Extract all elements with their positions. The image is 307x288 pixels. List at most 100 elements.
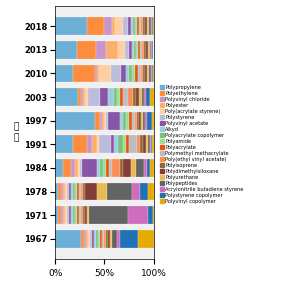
Bar [83,183,85,200]
Bar [63,183,65,200]
Bar [63,159,72,177]
Bar [128,206,148,224]
Bar [135,17,137,35]
Bar [69,183,71,200]
Bar [114,88,117,106]
Bar [65,206,67,224]
Bar [133,88,136,106]
Bar [55,65,73,82]
Bar [100,159,103,177]
Bar [150,88,154,106]
Bar [88,88,100,106]
Bar [73,183,75,200]
Bar [83,206,85,224]
Bar [132,65,135,82]
Bar [89,206,128,224]
Bar [96,41,106,59]
Bar [138,230,154,248]
Bar [132,183,141,200]
Bar [106,159,109,177]
Bar [118,41,125,59]
Bar [150,135,152,153]
Bar [107,183,132,200]
Bar [85,88,88,106]
Bar [78,159,80,177]
Bar [141,65,142,82]
Bar [108,112,120,130]
Bar [61,183,63,200]
Bar [149,183,154,200]
Bar [126,112,130,130]
Bar [126,65,129,82]
Bar [104,230,106,248]
Bar [61,206,63,224]
Bar [144,88,146,106]
Bar [146,41,148,59]
Bar [103,159,106,177]
Bar [123,17,128,35]
Bar [129,65,132,82]
Bar [149,65,150,82]
Bar [106,41,118,59]
Bar [55,112,95,130]
Bar [135,65,138,82]
Bar [141,183,149,200]
Bar [117,88,120,106]
Bar [146,88,150,106]
Bar [138,65,141,82]
Bar [79,183,81,200]
Bar [77,183,79,200]
Bar [75,159,78,177]
Bar [131,159,136,177]
Bar [146,112,147,130]
Bar [126,135,129,153]
Bar [87,135,92,153]
Bar [73,65,95,82]
Bar [108,88,114,106]
Bar [108,230,110,248]
Bar [142,88,144,106]
Bar [55,88,78,106]
Bar [149,17,150,35]
Bar [142,41,144,59]
Bar [115,17,123,35]
Bar [85,183,97,200]
Bar [72,159,75,177]
Bar [143,112,146,130]
Bar [141,17,143,35]
Bar [134,41,136,59]
Bar [152,65,153,82]
Bar [120,112,123,130]
Bar [86,230,88,248]
Bar [138,41,140,59]
Bar [147,17,149,35]
Bar [112,230,117,248]
Bar [111,135,114,153]
Bar [55,17,87,35]
Bar [100,88,108,106]
Bar [79,206,81,224]
Bar [75,183,77,200]
Bar [130,112,132,130]
Bar [92,230,94,248]
Bar [132,41,134,59]
Bar [136,159,144,177]
Bar [99,135,111,153]
Bar [73,206,75,224]
Bar [92,135,97,153]
Bar [109,159,112,177]
Bar [77,206,79,224]
Bar [107,112,108,130]
Bar [95,65,97,82]
Bar [138,112,139,130]
Bar [125,41,129,59]
Bar [98,230,100,248]
Bar [148,135,150,153]
Bar [123,159,131,177]
Bar [80,159,82,177]
Bar [153,65,154,82]
Bar [87,206,89,224]
Bar [58,183,61,200]
Bar [112,159,120,177]
Bar [84,230,86,248]
